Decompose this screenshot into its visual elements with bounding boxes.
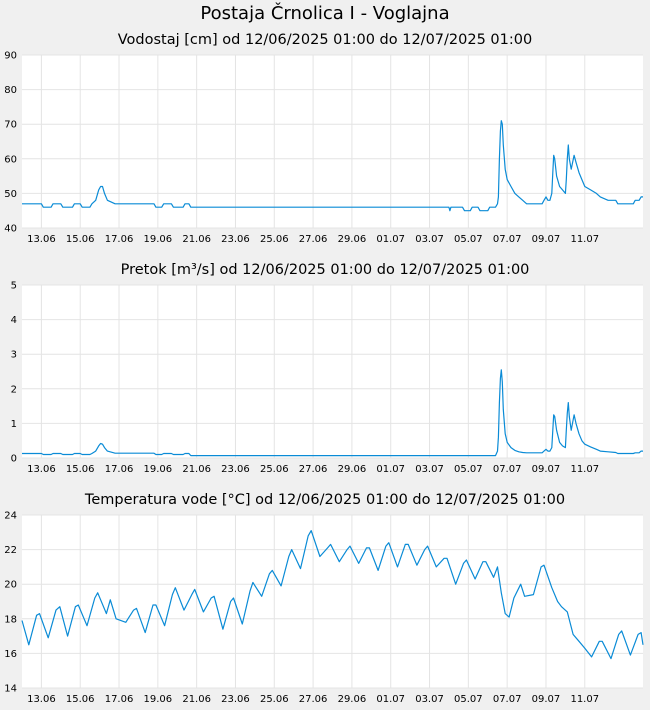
x-tick-label: 09.07: [532, 234, 561, 245]
y-tick-label: 40: [4, 224, 17, 235]
y-tick-label: 3: [11, 350, 17, 361]
y-tick-label: 20: [4, 580, 17, 591]
plot-area: [22, 285, 643, 458]
x-tick-label: 23.06: [221, 464, 250, 475]
x-tick-label: 07.07: [493, 234, 522, 245]
y-tick-label: 4: [11, 315, 17, 326]
x-tick-label: 09.07: [532, 464, 561, 475]
x-tick-label: 29.06: [338, 464, 367, 475]
y-tick-label: 50: [4, 189, 17, 200]
x-tick-label: 05.07: [454, 464, 483, 475]
x-tick-label: 01.07: [376, 464, 405, 475]
y-tick-label: 24: [4, 511, 17, 522]
x-tick-label: 19.06: [144, 694, 173, 705]
x-tick-label: 19.06: [144, 234, 173, 245]
plot-area: [22, 515, 643, 688]
x-tick-label: 11.07: [570, 464, 599, 475]
y-tick-label: 16: [4, 649, 17, 660]
x-tick-label: 27.06: [299, 694, 328, 705]
x-tick-label: 25.06: [260, 234, 289, 245]
chart-temperatura: 14 16 18 20 22 24 13.06 15.06 17.06 19.06 21.06 23.…: [4, 511, 644, 705]
x-tick-label: 03.07: [415, 694, 444, 705]
series-line: [21, 530, 644, 660]
x-tick-label: 27.06: [299, 464, 328, 475]
x-tick-label: 01.07: [376, 694, 405, 705]
y-tick-label: 18: [4, 614, 17, 625]
x-tick-label: 17.06: [105, 464, 134, 475]
series-line: [22, 369, 643, 457]
y-tick-label: 5: [11, 281, 17, 292]
main-title: Postaja Črnolica I - Voglajna: [200, 3, 450, 24]
x-tick-label: 25.06: [260, 464, 289, 475]
x-tick-label: 11.07: [570, 694, 599, 705]
x-tick-label: 21.06: [182, 464, 211, 475]
x-tick-label: 21.06: [182, 694, 211, 705]
y-tick-label: 80: [4, 85, 17, 96]
y-tick-label: 14: [4, 684, 17, 695]
x-tick-label: 11.07: [570, 234, 599, 245]
x-tick-label: 29.06: [338, 234, 367, 245]
x-tick-label: 19.06: [144, 464, 173, 475]
x-tick-label: 05.07: [454, 234, 483, 245]
x-tick-label: 23.06: [221, 234, 250, 245]
y-tick-label: 2: [11, 384, 17, 395]
x-tick-label: 05.07: [454, 694, 483, 705]
x-tick-label: 17.06: [105, 234, 134, 245]
plot-area: [22, 55, 643, 228]
x-tick-label: 01.07: [376, 234, 405, 245]
x-tick-label: 03.07: [415, 234, 444, 245]
y-tick-label: 70: [4, 120, 17, 131]
x-tick-label: 09.07: [532, 694, 561, 705]
x-tick-label: 13.06: [27, 464, 56, 475]
chart-vodostaj: 40 50 60 70 80 90 13.06 15.06 17.06 19.06 21.06 23.…: [4, 51, 643, 245]
x-tick-label: 23.06: [221, 694, 250, 705]
x-tick-label: 13.06: [27, 694, 56, 705]
x-tick-label: 17.06: [105, 694, 134, 705]
x-tick-label: 15.06: [66, 464, 95, 475]
y-tick-label: 60: [4, 154, 17, 165]
y-tick-label: 1: [11, 419, 17, 430]
chart-title-pretok: Pretok [m³/s] od 12/06/2025 01:00 do 12/…: [120, 262, 530, 278]
y-tick-label: 0: [11, 454, 17, 465]
x-tick-label: 13.06: [27, 234, 56, 245]
x-tick-label: 25.06: [260, 694, 289, 705]
x-tick-label: 15.06: [66, 694, 95, 705]
chart-title-vodostaj: Vodostaj [cm] od 12/06/2025 01:00 do 12/…: [117, 32, 533, 48]
x-tick-label: 15.06: [66, 234, 95, 245]
y-tick-label: 22: [4, 545, 17, 556]
x-tick-label: 03.07: [415, 464, 444, 475]
x-tick-label: 21.06: [182, 234, 211, 245]
chart-title-temperatura: Temperatura vode [°C] od 12/06/2025 01:0…: [84, 492, 566, 508]
x-tick-label: 07.07: [493, 464, 522, 475]
y-tick-label: 90: [4, 51, 17, 62]
series-line: [22, 120, 643, 212]
x-tick-label: 29.06: [338, 694, 367, 705]
x-tick-label: 27.06: [299, 234, 328, 245]
chart-pretok: 0 1 2 3 4 5 13.06 15.06 17.06 19.06 21.06 23.06 25.0…: [11, 281, 643, 475]
x-tick-label: 07.07: [493, 694, 522, 705]
